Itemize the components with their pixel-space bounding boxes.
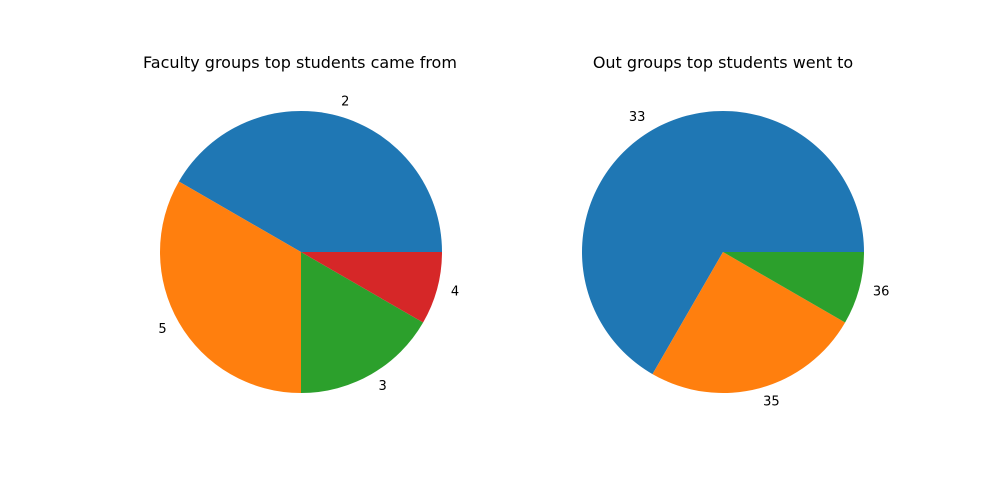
pie-slices (582, 111, 864, 394)
pie-slice-label: 33 (629, 110, 646, 125)
pie-slice-label: 2 (341, 95, 349, 110)
pie-slice-label: 36 (873, 285, 890, 300)
pie-slice-3 (301, 252, 424, 393)
pie-slice-4 (301, 252, 442, 323)
pie-labels: 2 5 3 4 (158, 95, 459, 394)
pie-slices (159, 110, 442, 393)
pie-slice-label: 35 (763, 394, 780, 409)
pie-chart-out-groups: Out groups top students went to 33 35 36 (582, 53, 889, 409)
pie-slice-5 (159, 181, 301, 393)
pie-slice-label: 4 (451, 285, 459, 300)
pie-slice-36 (723, 252, 864, 323)
chart-title: Faculty groups top students came from (143, 53, 457, 72)
pie-slice-label: 5 (158, 322, 166, 337)
chart-title: Out groups top students went to (593, 53, 853, 72)
pie-slice-33 (582, 111, 864, 375)
pie-chart-faculty-groups: Faculty groups top students came from 2 5… (143, 53, 459, 394)
pie-slice-35 (652, 252, 846, 394)
pie-slice-label: 3 (379, 379, 387, 394)
pie-slice-2 (178, 110, 442, 252)
pie-labels: 33 35 36 (629, 110, 889, 409)
